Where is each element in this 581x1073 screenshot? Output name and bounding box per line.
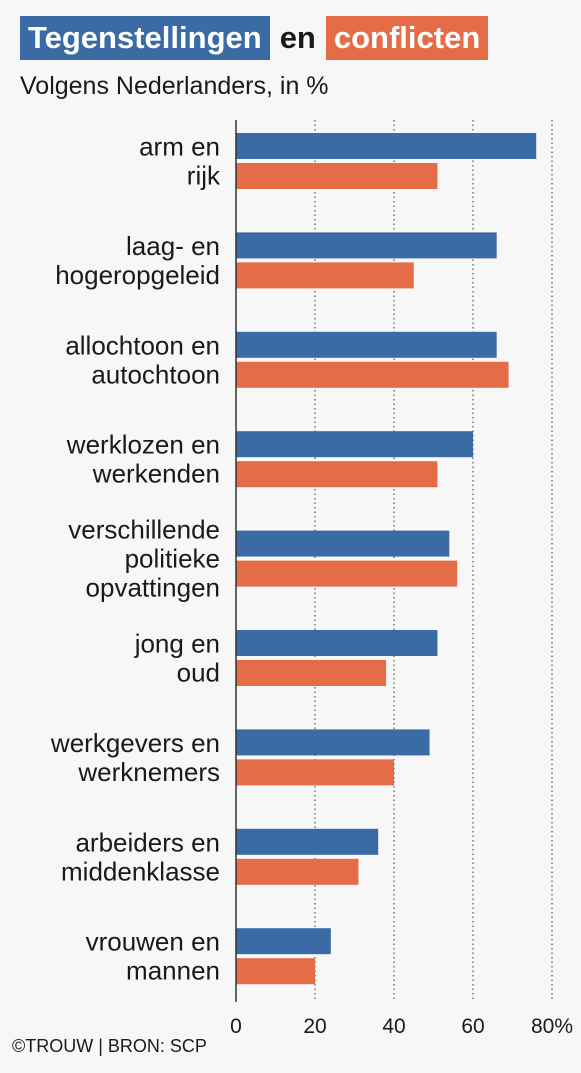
category-label-1: laag- en hogeropgeleid bbox=[55, 231, 220, 290]
bar-tegenstellingen-2 bbox=[236, 331, 497, 358]
category-label-line: vrouwen en bbox=[86, 927, 220, 957]
chart-subtitle: Volgens Nederlanders, in % bbox=[20, 72, 329, 100]
bar-conflicten-8 bbox=[236, 958, 315, 985]
category-label-line: hogeropgeleid bbox=[55, 260, 220, 290]
x-tick-label-60: 60 bbox=[461, 1015, 484, 1038]
bar-conflicten-4 bbox=[236, 560, 458, 587]
category-label-line: middenklasse bbox=[61, 856, 220, 886]
category-label-line: arm en bbox=[139, 132, 220, 162]
category-label-line: oud bbox=[177, 658, 220, 688]
x-tick-label-0: 0 bbox=[230, 1015, 242, 1038]
category-label-5: jong en oud bbox=[134, 629, 220, 688]
category-label-0: arm en rijk bbox=[139, 132, 221, 191]
category-label-4: verschillende politieke opvattingen bbox=[68, 515, 220, 603]
x-tick-label-20: 20 bbox=[303, 1015, 326, 1038]
category-label-line: autochtoon bbox=[91, 359, 220, 389]
bar-tegenstellingen-4 bbox=[236, 530, 450, 557]
category-label-line: arbeiders en bbox=[75, 827, 220, 857]
category-label-line: politieke bbox=[125, 544, 220, 574]
category-label-line: verschillende bbox=[68, 515, 220, 545]
bar-conflicten-5 bbox=[236, 660, 387, 686]
category-label-line: rijk bbox=[187, 161, 221, 191]
bar-conflicten-6 bbox=[236, 759, 394, 786]
category-label-line: allochtoon en bbox=[65, 330, 220, 360]
bar-conflicten-7 bbox=[236, 858, 359, 885]
bar-tegenstellingen-3 bbox=[236, 431, 473, 458]
category-label-line: werkenden bbox=[92, 459, 220, 489]
bar-tegenstellingen-7 bbox=[236, 828, 379, 855]
category-label-2: allochtoon en autochtoon bbox=[65, 330, 220, 389]
bar-tegenstellingen-5 bbox=[236, 630, 438, 656]
bar-conflicten-3 bbox=[236, 461, 438, 488]
chart-title: Tegenstellingen en conflicten bbox=[20, 16, 489, 60]
bar-conflicten-2 bbox=[236, 361, 509, 388]
category-label-line: werknemers bbox=[77, 757, 220, 787]
category-label-line: jong en bbox=[134, 629, 220, 659]
bar-conflicten-1 bbox=[236, 262, 414, 289]
bar-tegenstellingen-8 bbox=[236, 928, 331, 955]
x-tick-label-40: 40 bbox=[382, 1015, 405, 1038]
bar-conflicten-0 bbox=[236, 163, 438, 189]
title-en: en bbox=[279, 20, 316, 55]
category-label-line: werklozen en bbox=[66, 430, 220, 460]
bar-tegenstellingen-1 bbox=[236, 232, 497, 259]
category-label-8: vrouwen en mannen bbox=[86, 927, 220, 986]
title-conflicten: conflicten bbox=[325, 16, 489, 60]
category-label-7: arbeiders en middenklasse bbox=[61, 827, 220, 886]
category-label-line: opvattingen bbox=[86, 573, 220, 603]
title-tegenstellingen: Tegenstellingen bbox=[20, 16, 270, 60]
bar-tegenstellingen-0 bbox=[236, 133, 537, 159]
category-label-6: werkgevers en werknemers bbox=[50, 728, 220, 787]
bar-tegenstellingen-6 bbox=[236, 729, 430, 756]
category-label-3: werklozen en werkenden bbox=[66, 430, 220, 489]
category-label-line: laag- en bbox=[126, 231, 220, 261]
x-tick-label-80: 80% bbox=[531, 1015, 573, 1038]
category-label-line: werkgevers en bbox=[50, 728, 220, 758]
source-credit: ©TROUW | BRON: SCP bbox=[12, 1036, 207, 1056]
category-label-line: mannen bbox=[126, 956, 220, 986]
